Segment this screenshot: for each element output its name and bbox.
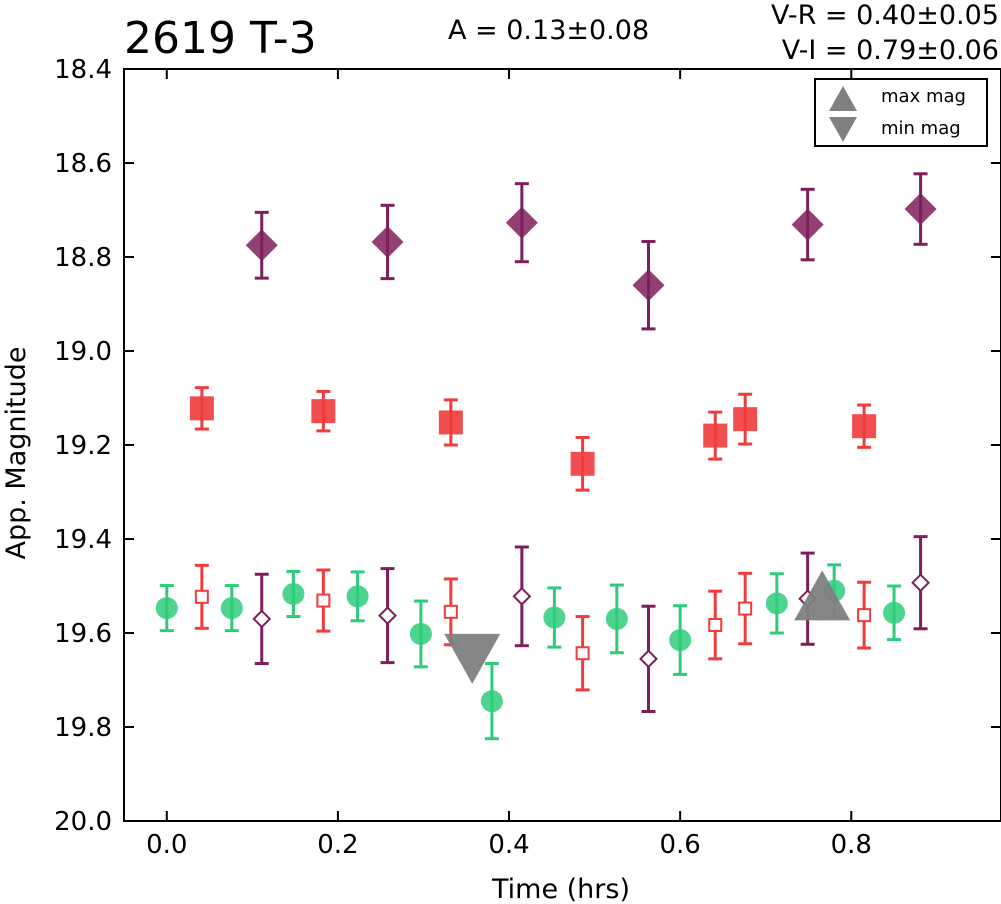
y-tick-label: 18.4 (54, 55, 112, 85)
x-tick-label: 0.2 (317, 830, 358, 860)
data-point-square-open (194, 589, 209, 604)
data-point-circle (543, 606, 566, 629)
data-marks (155, 172, 937, 741)
data-point-square (570, 451, 595, 476)
data-point-diamond-open (911, 573, 930, 593)
plot-area (123, 68, 1001, 822)
data-point-square-open (575, 646, 590, 661)
data-point-circle (409, 622, 432, 645)
data-point-square (703, 423, 728, 448)
data-point-circle (282, 582, 305, 605)
y-tick-label: 18.8 (54, 243, 112, 273)
data-point-diamond (371, 225, 404, 258)
color-index-vr: V-R = 0.40±0.05 (770, 0, 999, 31)
y-axis-label: App. Magnitude (1, 347, 32, 560)
data-point-circle (669, 629, 692, 652)
data-point-diamond-open (252, 609, 272, 629)
x-tick-label: 0.8 (831, 830, 872, 860)
data-point-circle (220, 597, 243, 620)
data-point-square-open (708, 618, 723, 633)
x-tick-label: 0.0 (146, 830, 187, 860)
y-tick-label: 19.0 (54, 337, 112, 367)
data-point-circle (155, 597, 178, 620)
y-tick-label: 18.6 (54, 149, 112, 179)
data-point-circle (765, 592, 788, 615)
data-point-diamond-open (378, 606, 397, 626)
data-point-circle (883, 601, 906, 624)
data-point-square-open (443, 604, 458, 619)
data-point-square-open (857, 608, 872, 623)
legend-min-mag-marker (829, 117, 857, 142)
data-point-square-open (738, 601, 753, 616)
legend-label-max-mag: max mag (881, 86, 966, 107)
data-point-square-open (316, 593, 331, 608)
legend-label-min-mag: min mag (881, 118, 961, 139)
x-tick-label: 0.6 (659, 830, 700, 860)
data-point-square (852, 414, 877, 439)
amplitude-label: A = 0.13±0.08 (448, 15, 650, 46)
x-tick-label: 0.4 (488, 830, 529, 860)
data-point-square (438, 410, 463, 435)
data-point-square (189, 396, 214, 421)
data-point-circle (346, 585, 369, 608)
data-point-square (311, 399, 336, 424)
data-point-circle (605, 607, 628, 630)
data-point-diamond (904, 193, 937, 226)
color-index-vi: V-I = 0.79±0.06 (781, 35, 999, 66)
data-point-circle (480, 690, 503, 713)
data-point-diamond-open (639, 649, 658, 669)
min-mag-marker (444, 633, 501, 684)
data-point-diamond (632, 269, 665, 302)
y-tick-label: 19.4 (54, 525, 112, 555)
data-point-diamond (505, 206, 538, 239)
data-point-square (733, 407, 758, 432)
y-tick-label: 19.8 (54, 713, 112, 743)
y-tick-label: 20.0 (54, 807, 112, 837)
axis-ticks: 0.0 0.2 0.4 0.6 0.8 18.4 18.6 18.8 19.0 19.2 19.4 1… (54, 55, 1001, 860)
y-tick-label: 19.6 (54, 619, 112, 649)
data-point-diamond (791, 208, 824, 241)
x-axis-label: Time (hrs) (491, 874, 630, 904)
legend-max-mag-marker (829, 86, 857, 111)
max-mag-marker (794, 570, 851, 621)
legend (814, 78, 988, 147)
data-point-diamond (245, 229, 278, 262)
y-tick-label: 19.2 (54, 431, 112, 461)
chart-title: 2619 T-3 (124, 13, 317, 64)
data-point-diamond-open (512, 586, 532, 606)
